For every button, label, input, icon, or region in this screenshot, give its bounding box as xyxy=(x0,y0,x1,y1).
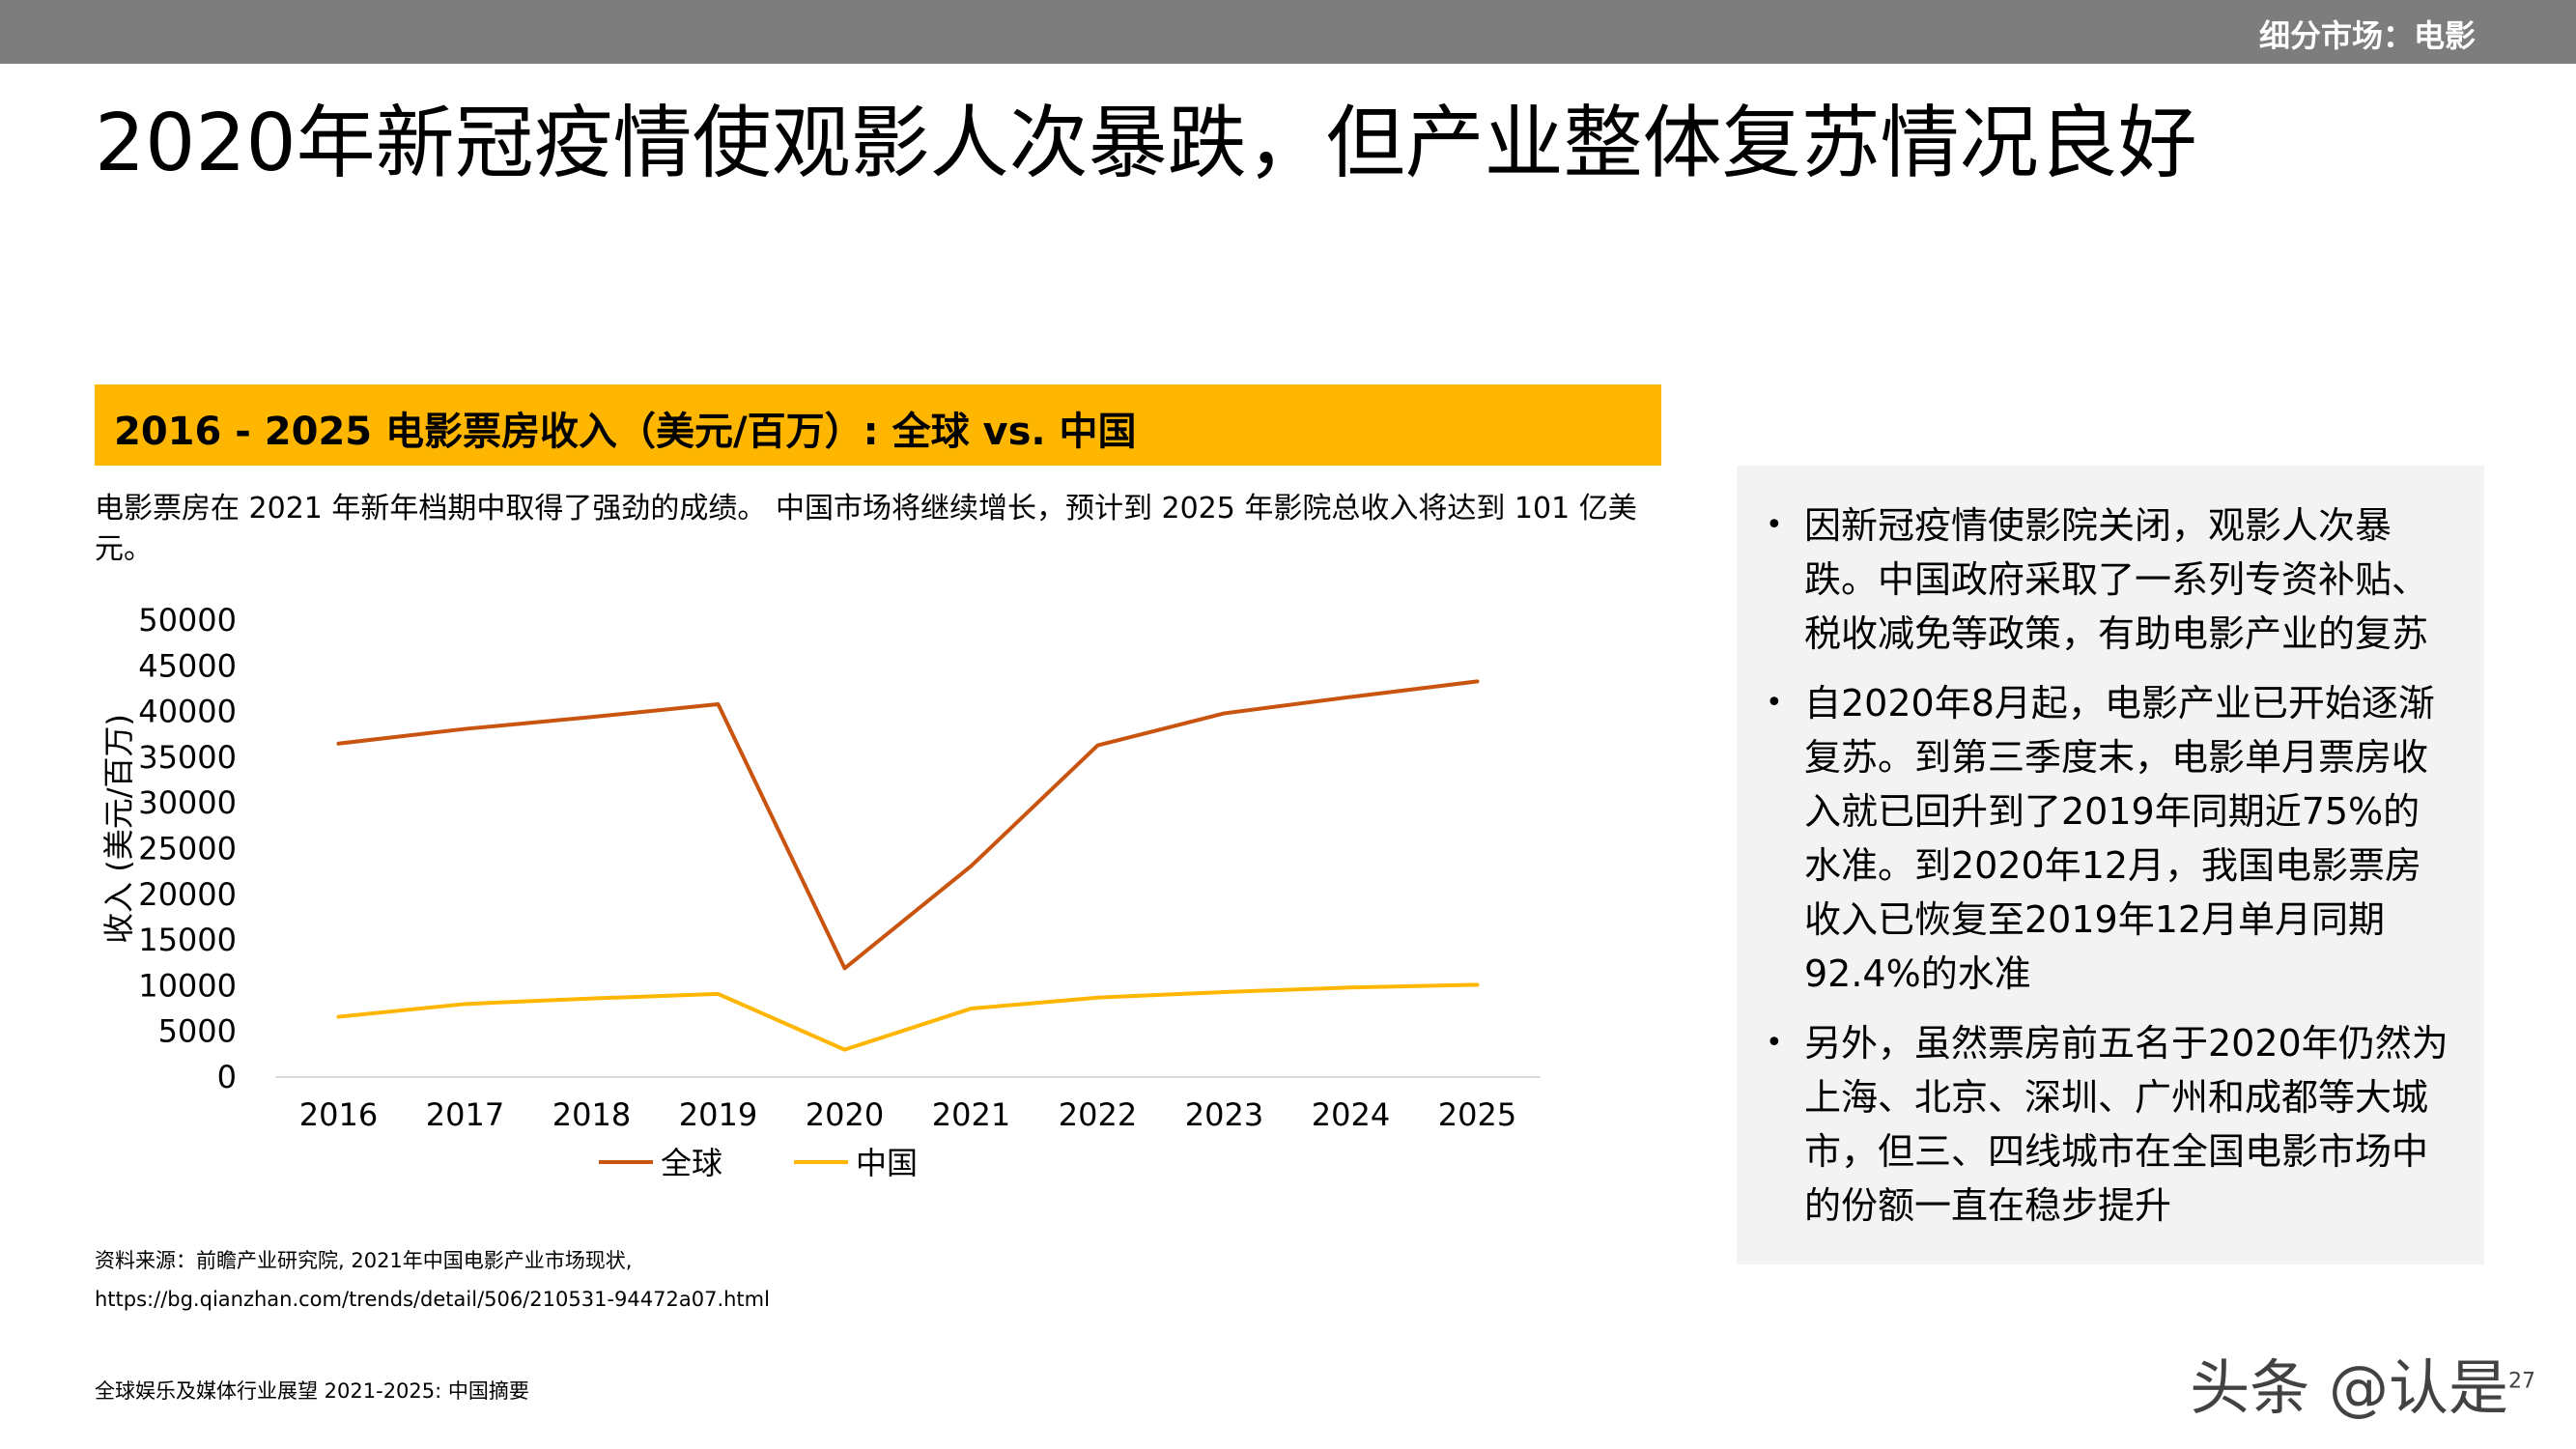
page-title: 2020年新冠疫情使观影人次暴跌，但产业整体复苏情况良好 xyxy=(95,98,2197,189)
bullet-text: 自2020年8月起，电影产业已开始逐渐复苏。到第三季度末，电影单月票房收入就已回… xyxy=(1804,682,2435,995)
x-tick-label: 2016 xyxy=(299,1096,378,1133)
y-tick-label: 50000 xyxy=(138,602,237,639)
bullet-icon: • xyxy=(1766,508,1783,542)
bullet-item: • 因新冠疫情使影院关闭，观影人次暴跌。中国政府采取了一系列专资补贴、税收减免等政… xyxy=(1766,498,2456,661)
x-tick-label: 2017 xyxy=(426,1096,504,1133)
chart-title-banner: 2016 - 2025 电影票房收入（美元/百万）: 全球 vs. 中国 xyxy=(95,384,1661,466)
chart-description: 电影票房在 2021 年新年档期中取得了强劲的成绩。 中国市场将继续增长，预计到… xyxy=(95,492,1637,566)
legend-label: 全球 xyxy=(661,1145,722,1181)
source-note: 资料来源：前瞻产业研究院, 2021年中国电影产业市场现状, https://b… xyxy=(95,1241,770,1319)
top-bar: 细分市场：电影 xyxy=(0,0,2576,64)
y-axis-label: 收入 (美元/百万) xyxy=(100,714,137,944)
x-tick-label: 2024 xyxy=(1312,1096,1390,1133)
y-tick-label: 40000 xyxy=(138,694,237,730)
y-tick-label: 30000 xyxy=(138,784,237,821)
bullet-text: 另外，虽然票房前五名于2020年仍然为上海、北京、深圳、广州和成都等大城市，但三… xyxy=(1804,1022,2449,1227)
y-tick-label: 0 xyxy=(217,1059,237,1095)
bullet-item: • 自2020年8月起，电影产业已开始逐渐复苏。到第三季度末，电影单月票房收入就已… xyxy=(1766,676,2456,1001)
x-tick-label: 2020 xyxy=(806,1096,884,1133)
page-number: 27 xyxy=(2508,1369,2535,1394)
bullet-list: • 因新冠疫情使影院关闭，观影人次暴跌。中国政府采取了一系列专资补贴、税收减免等政… xyxy=(1766,498,2456,1248)
y-tick-label: 15000 xyxy=(138,922,237,958)
bullet-item: • 另外，虽然票房前五名于2020年仍然为上海、北京、深圳、广州和成都等大城市，但… xyxy=(1766,1016,2456,1233)
bullet-icon: • xyxy=(1766,1026,1783,1060)
x-tick-label: 2023 xyxy=(1185,1096,1263,1133)
chart-title: 2016 - 2025 电影票房收入（美元/百万）: 全球 vs. 中国 xyxy=(114,410,1137,454)
y-tick-label: 20000 xyxy=(138,876,237,913)
source-line: 资料来源：前瞻产业研究院, 2021年中国电影产业市场现状, xyxy=(95,1249,633,1272)
y-tick-label: 25000 xyxy=(138,831,237,867)
section-label: 细分市场：电影 xyxy=(2258,17,2476,54)
watermark: 头条 @认是27 xyxy=(2190,1339,2535,1426)
y-tick-label: 45000 xyxy=(138,647,237,684)
x-tick-label: 2022 xyxy=(1059,1096,1137,1133)
footer-text: 全球娱乐及媒体行业展望 2021-2025: 中国摘要 xyxy=(95,1379,529,1403)
y-tick-label: 10000 xyxy=(138,967,237,1004)
y-tick-label: 5000 xyxy=(158,1013,237,1050)
x-tick-label: 2025 xyxy=(1438,1096,1516,1133)
bullet-text: 因新冠疫情使影院关闭，观影人次暴跌。中国政府采取了一系列专资补贴、税收减免等政策… xyxy=(1804,504,2429,655)
y-tick-label: 35000 xyxy=(138,739,237,776)
bullet-icon: • xyxy=(1766,686,1783,720)
sidebar-panel: • 因新冠疫情使影院关闭，观影人次暴跌。中国政府采取了一系列专资补贴、税收减免等政… xyxy=(1737,466,2484,1264)
x-tick-label: 2019 xyxy=(679,1096,757,1133)
x-tick-label: 2018 xyxy=(552,1096,631,1133)
x-tick-label: 2021 xyxy=(932,1096,1010,1133)
legend-label: 中国 xyxy=(856,1145,918,1181)
source-url: https://bg.qianzhan.com/trends/detail/50… xyxy=(95,1288,770,1311)
series-line-global xyxy=(336,679,1480,971)
series-line-china xyxy=(336,982,1480,1052)
watermark-text: 头条 @认是 xyxy=(2190,1352,2508,1423)
